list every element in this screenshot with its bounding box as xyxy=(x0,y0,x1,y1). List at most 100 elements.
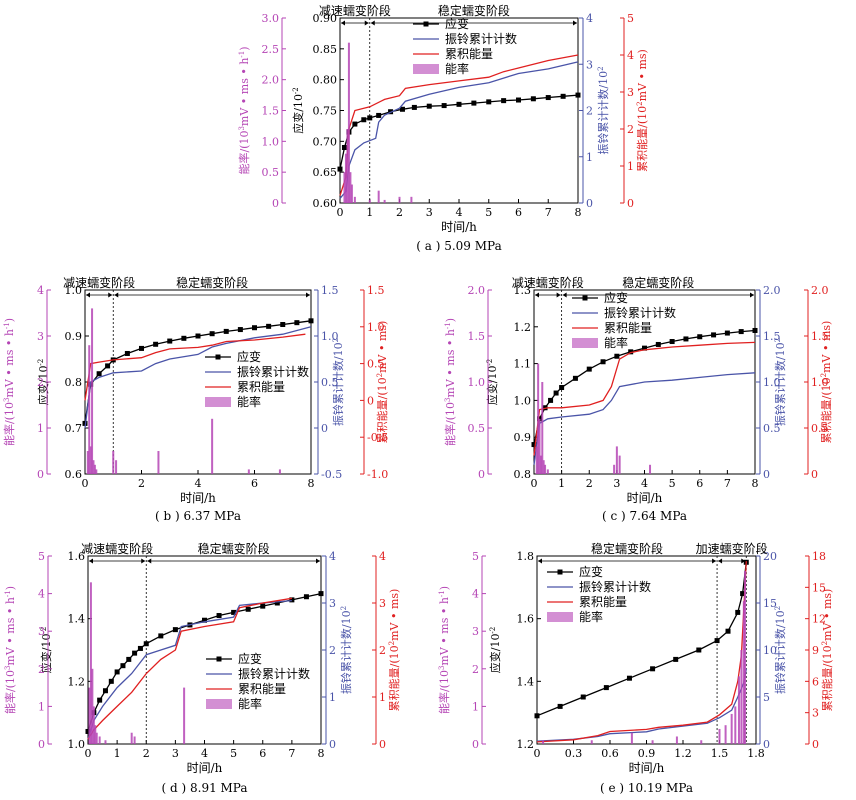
panel-d: 0 1 2 3 4 5 6 7 8 时间/h 1.0 1.2 1.4 1.6 应变/10-2 0 1 2 3 4 5 能率… xyxy=(3,541,401,795)
x-tick-label: 6 xyxy=(251,477,258,490)
panel-caption: ( a ) 5.09 MPa xyxy=(416,239,501,253)
count-tick-label: -0.5 xyxy=(321,468,342,481)
strain-point xyxy=(85,728,91,734)
legend-swatch xyxy=(572,338,598,348)
rate-bar xyxy=(383,199,386,203)
count-tick-label: 4 xyxy=(329,550,336,563)
rate-tick-label: 5 xyxy=(472,550,479,563)
strain-axis-label: 应变/10-2 xyxy=(488,627,502,674)
legend-label: 应变 xyxy=(579,564,603,579)
strain-point xyxy=(650,666,656,672)
strain-point xyxy=(545,95,551,101)
strain-tick-label: 0.6 xyxy=(65,468,83,481)
strain-point xyxy=(740,591,746,597)
rate-tick-label: 3.0 xyxy=(262,12,280,25)
rate-bar xyxy=(278,469,281,474)
rate-tick-label: 3 xyxy=(38,625,45,638)
stage-label: 减速蠕变阶段 xyxy=(512,275,584,290)
strain-point xyxy=(245,606,251,612)
panel-caption: ( e ) 10.19 MPa xyxy=(600,781,693,795)
count-line xyxy=(339,61,579,199)
rate-bar xyxy=(353,196,356,203)
strain-point xyxy=(530,96,536,102)
stage-label: 减速蠕变阶段 xyxy=(319,3,391,18)
strain-point xyxy=(96,371,102,377)
legend-label: 累积能量 xyxy=(238,682,286,696)
rate-axis-label: 能率/(103mV • ms • h-1) xyxy=(237,46,251,174)
rate-bar xyxy=(247,469,250,474)
x-tick-label: 5 xyxy=(669,477,676,490)
strain-point xyxy=(137,645,143,651)
rate-bar xyxy=(675,736,678,744)
energy-tick-label: -1.0 xyxy=(367,468,388,481)
rate-bar xyxy=(410,196,413,203)
x-tick-label: 5 xyxy=(230,747,237,760)
count-tick-label: 0 xyxy=(586,197,593,210)
rate-bar xyxy=(112,451,115,474)
strain-point xyxy=(559,385,565,391)
strain-point xyxy=(724,330,730,336)
strain-point xyxy=(105,363,111,369)
strain-point xyxy=(560,93,566,99)
energy-tick-label: 1.5 xyxy=(811,330,829,343)
rate-bar xyxy=(89,582,92,744)
count-tick-label: 5 xyxy=(763,691,770,704)
legend-label: 振铃累计计数 xyxy=(579,579,651,594)
strain-point xyxy=(696,647,702,653)
strain-point xyxy=(352,121,358,127)
x-tick-label: 3 xyxy=(426,206,433,219)
strain-point xyxy=(289,597,295,603)
rate-axis-label: 能率/(103mV • ms • h-1) xyxy=(443,318,457,446)
strain-point xyxy=(531,442,537,448)
stage-label: 加速蠕变阶段 xyxy=(696,541,768,556)
rate-bar xyxy=(89,446,92,474)
energy-tick-label: 1.5 xyxy=(367,284,385,297)
panel-caption: ( d ) 8.91 MPa xyxy=(162,781,248,795)
rate-bar xyxy=(92,706,95,744)
rate-tick-label: 0 xyxy=(472,738,479,751)
panel-a: 0 1 2 3 4 5 6 7 8 时间/h 0.60 0.65 0.70 0.75 0.80 0.85 0.9… xyxy=(237,3,649,253)
rate-axis-label: 能率/(103mV • ms • h-1) xyxy=(2,318,16,446)
count-tick-label: 0 xyxy=(321,422,328,435)
x-tick-label: 8 xyxy=(752,477,759,490)
strain-point xyxy=(501,98,507,104)
strain-point xyxy=(361,117,367,123)
strain-point xyxy=(697,334,703,340)
strain-point xyxy=(120,663,126,669)
strain-point xyxy=(231,609,237,615)
strain-point xyxy=(626,675,632,681)
energy-axis-label: 累积能量/(102mV • ms) xyxy=(387,589,401,712)
count-tick-label: 4 xyxy=(586,12,593,25)
strain-point xyxy=(172,627,178,633)
count-axis-label: 振铃累计计数/102 xyxy=(596,66,610,154)
energy-tick-label: -0.5 xyxy=(367,431,388,444)
strain-point xyxy=(471,100,477,106)
strain-point xyxy=(114,669,120,675)
x-tick-label: 3 xyxy=(172,747,179,760)
rate-tick-label: 1.0 xyxy=(262,135,280,148)
strain-point xyxy=(376,112,382,118)
plot-frame xyxy=(87,555,322,745)
rate-tick-label: 1 xyxy=(38,700,45,713)
strain-point xyxy=(553,390,559,396)
strain-point xyxy=(341,145,347,150)
rate-bar xyxy=(734,706,737,744)
legend-marker xyxy=(423,21,429,27)
rate-bar xyxy=(92,460,95,474)
rate-tick-label: 2.0 xyxy=(262,74,280,87)
count-tick-label: 0.5 xyxy=(763,422,781,435)
rate-bar xyxy=(542,740,545,744)
energy-line xyxy=(339,54,579,196)
legend-swatch xyxy=(206,699,232,709)
x-tick-label: 1.2 xyxy=(674,747,692,760)
strain-point xyxy=(456,101,462,107)
legend-marker xyxy=(557,569,563,575)
rate-bar xyxy=(115,460,118,474)
energy-axis-label: 累积能量/(102mV • ms) xyxy=(820,589,834,712)
energy-line xyxy=(533,341,756,456)
strain-point xyxy=(586,366,592,372)
